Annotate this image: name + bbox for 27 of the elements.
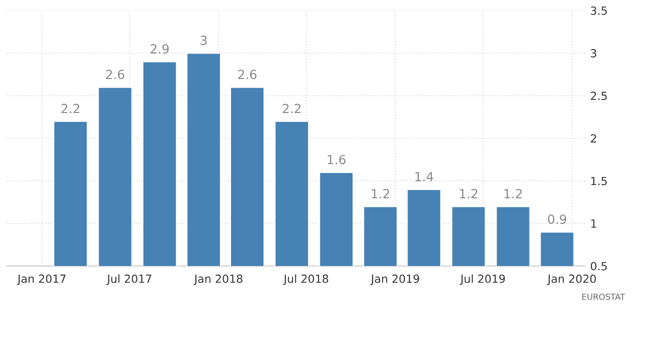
data-label: 1.2 — [460, 188, 478, 198]
text: EUROSTAT — [582, 294, 626, 300]
x-tick-label: Jan 2017 — [16, 274, 66, 285]
data-label: 1.4 — [415, 172, 434, 182]
x-tick-label: Jul 2017 — [106, 274, 152, 285]
data-label: 0.9 — [548, 214, 566, 224]
data-label: 2.9 — [150, 44, 169, 54]
y-tick-label: 2.5 — [590, 92, 607, 100]
x-tick-label: Jan 2019 — [370, 274, 420, 285]
data-label: 2.2 — [282, 104, 300, 114]
y-tick-label: 3 — [590, 49, 596, 58]
data-label: 1.2 — [372, 188, 390, 198]
data-label: 1.2 — [504, 188, 522, 198]
y-tick-label: 1 — [591, 220, 596, 228]
data-label: 2.2 — [62, 104, 80, 114]
x-tick-label: Jan 2020 — [547, 274, 596, 285]
data-label: 2.6 — [106, 70, 124, 80]
data-label: 1.6 — [328, 154, 346, 164]
data-label: 3 — [200, 36, 207, 46]
y-tick-label: 1.5 — [591, 176, 607, 186]
x-tick-label: Jul 2018 — [283, 274, 328, 285]
y-tick-label: 2 — [590, 134, 596, 142]
x-tick-label: Jul 2019 — [460, 274, 505, 285]
data-label: 2.6 — [238, 70, 256, 80]
x-tick-label: Jan 2018 — [194, 274, 242, 285]
y-tick-label: 3.5 — [590, 6, 607, 15]
y-tick-label: 0.5 — [590, 262, 607, 270]
